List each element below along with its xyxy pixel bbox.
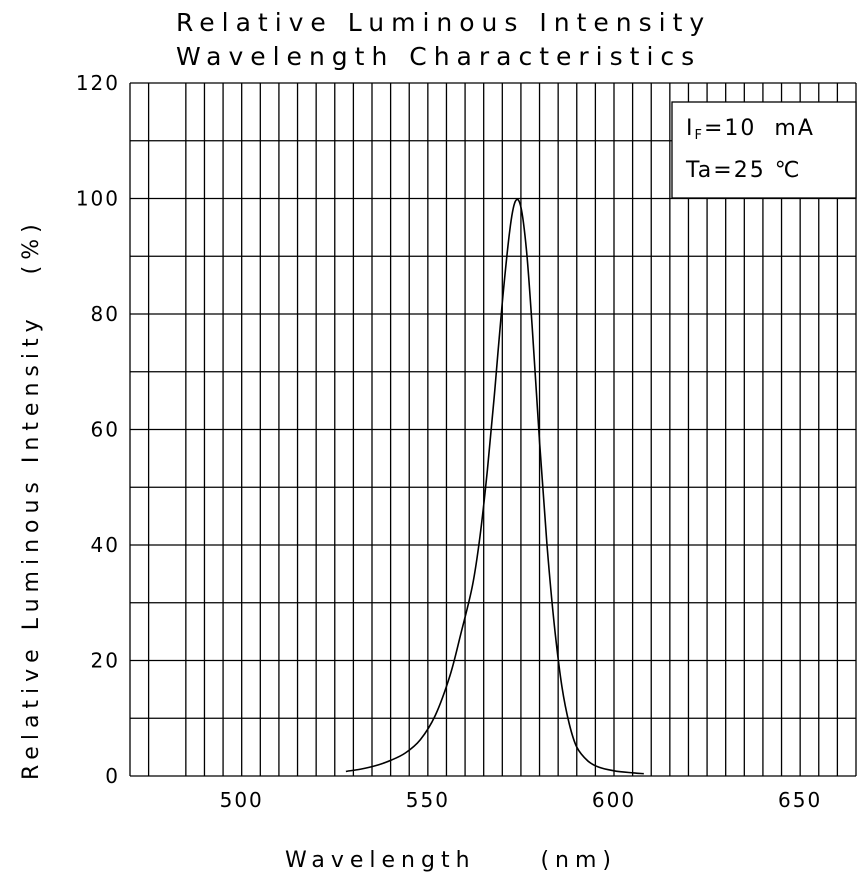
y-tick-label: 40	[91, 533, 120, 557]
y-tick-label: 0	[105, 764, 120, 788]
y-tick-label: 60	[91, 418, 120, 442]
grid	[129, 82, 857, 777]
series-line	[345, 198, 644, 775]
y-tick-label: 80	[91, 302, 120, 326]
y-tick-label: 100	[76, 187, 120, 211]
tick-labels: 0 20 40 60 80 100 120 500 550 600 650	[76, 71, 822, 812]
x-axis-label: Wavelength (nm)	[285, 848, 617, 873]
forward-current-value: =10 mA	[704, 116, 815, 141]
ambient-temperature-label: Ta=25 ℃	[685, 158, 801, 183]
y-tick-label: 20	[91, 649, 120, 673]
x-tick-label: 600	[592, 788, 636, 812]
chart-subtitle: Wavelength Characteristics	[176, 42, 701, 71]
conditions-box-frame	[671, 101, 857, 199]
x-tick-label: 500	[220, 788, 264, 812]
y-tick-label: 120	[76, 71, 120, 95]
y-axis-label: Relative Luminous Intensity (%)	[19, 218, 44, 780]
forward-current-symbol: I	[686, 116, 695, 141]
conditions-box: IF=10 mA Ta=25 ℃	[671, 101, 857, 199]
x-tick-label: 650	[778, 788, 822, 812]
forward-current-label: IF=10 mA	[686, 116, 815, 143]
chart-title: Relative Luminous Intensity	[176, 8, 711, 37]
forward-current-subscript: F	[695, 128, 704, 143]
x-tick-label: 550	[406, 788, 450, 812]
